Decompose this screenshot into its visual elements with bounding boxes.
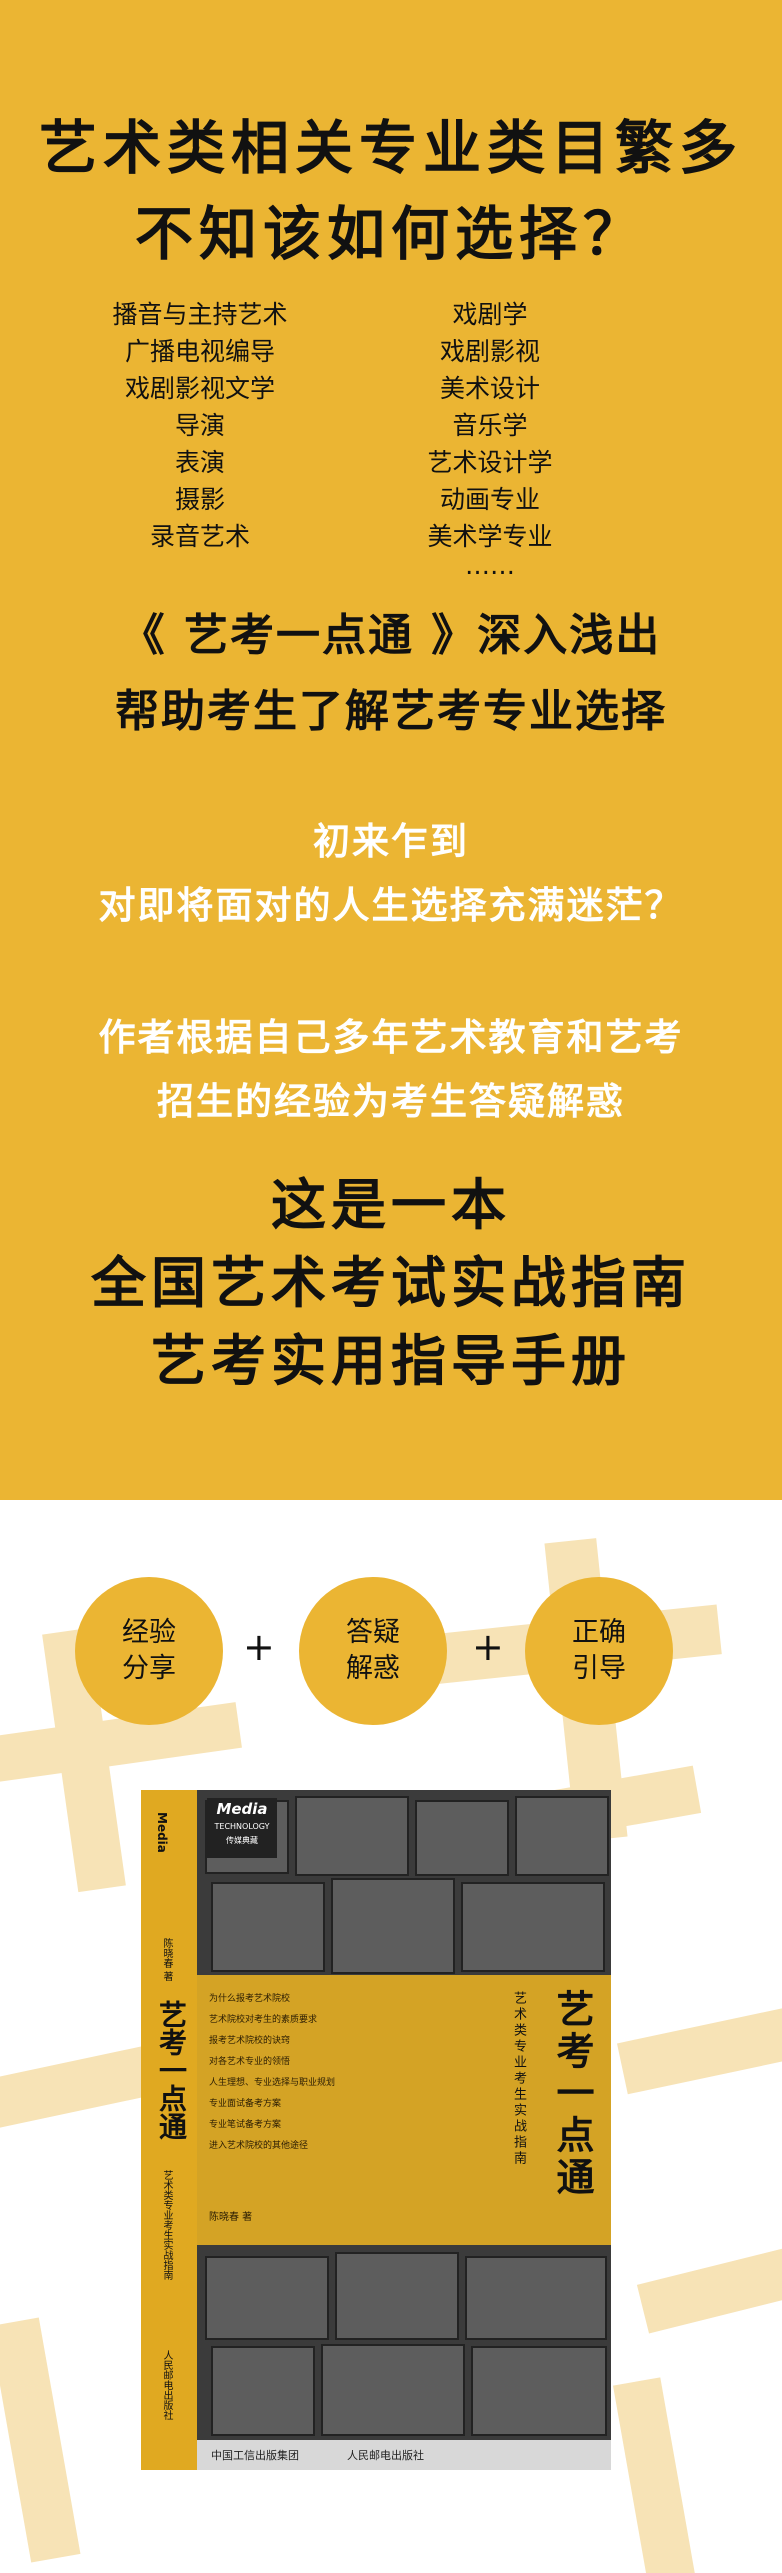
toc-item: 报考艺术院校的诀窍 [209, 2036, 291, 2046]
feature-answer-questions: 答疑 解惑 [299, 1577, 447, 1725]
toc-item: 专业笔试备考方案 [209, 2120, 282, 2130]
cover-photo [471, 2346, 607, 2436]
major-item: 动画专业 [439, 485, 540, 514]
plus-sign: + [472, 1625, 504, 1669]
cover-photo [335, 2252, 459, 2340]
intro-line2: 帮助考生了解艺考专业选择 [115, 686, 667, 737]
major-item-ellipsis: …… [465, 551, 515, 580]
closing-line2: 全国艺术考试实战指南 [90, 1251, 691, 1315]
top-banner [0, 0, 782, 1500]
cover-photo [211, 1882, 325, 1972]
headline-line1: 艺术类相关专业类目繁多 [38, 114, 743, 182]
toc-item: 对各艺术专业的领悟 [209, 2057, 291, 2067]
major-item: 艺术设计学 [427, 448, 553, 477]
cover-title-band: 为什么报考艺术院校 艺术院校对考生的素质要求 报考艺术院校的诀窍 对各艺术专业的… [197, 1975, 611, 2245]
author-note-line1: 作者根据自己多年艺术教育和艺考 [98, 1016, 684, 1059]
feature-correct-guidance: 正确 引导 [525, 1577, 673, 1725]
majors-right-column: 戏剧学 戏剧影视 美术设计 音乐学 艺术设计学 动画专业 美术学专业 …… [330, 296, 650, 580]
cover-photo [461, 1882, 605, 1972]
major-item: 音乐学 [452, 411, 528, 440]
major-item: 广播电视编导 [124, 337, 275, 366]
major-item: 表演 [174, 448, 225, 477]
major-item: 戏剧影视 [439, 337, 540, 366]
publisher-group: 中国工信出版集团 [211, 2449, 299, 2462]
major-item: 摄影 [174, 485, 225, 514]
publisher-name: 人民邮电出版社 [347, 2449, 424, 2462]
major-item: 戏剧学 [452, 300, 528, 329]
closing-line1: 这是一本 [270, 1173, 511, 1237]
book-front: Media TECHNOLOGY 传媒典藏 为什么报考艺术院校 艺术院校对考生的… [197, 1790, 611, 2470]
toc-item: 为什么报考艺术院校 [209, 1994, 291, 2004]
toc-item: 进入艺术院校的其他途径 [209, 2141, 309, 2151]
newcomer-line1: 初来乍到 [313, 820, 469, 863]
headline-line2: 不知该如何选择？ [134, 200, 647, 268]
author-note-line2: 招生的经验为考生答疑解惑 [157, 1080, 625, 1123]
major-item: 播音与主持艺术 [112, 300, 288, 329]
major-item: 美术设计 [439, 374, 540, 403]
toc-item: 人生理想、专业选择与职业规划 [209, 2078, 336, 2088]
spine-author: 陈晓春 著 [161, 1938, 172, 1982]
cover-photo [415, 1800, 509, 1876]
plus-sign: + [243, 1625, 275, 1669]
cover-photo [515, 1796, 609, 1876]
majors-left-column: 播音与主持艺术 广播电视编导 戏剧影视文学 导演 表演 摄影 录音艺术 [40, 296, 360, 555]
toc-item: 专业面试备考方案 [209, 2099, 282, 2109]
spine-publisher: 人民邮电出版社 [161, 2350, 172, 2420]
publisher-logo: Media TECHNOLOGY 传媒典藏 [207, 1798, 277, 1858]
cover-title: 艺考一点通 [550, 1989, 595, 2199]
cover-author: 陈晓春 著 [209, 2212, 253, 2223]
newcomer-line2: 对即将面对的人生选择充满迷茫？ [98, 884, 684, 927]
major-item: 戏剧影视文学 [124, 374, 275, 403]
major-item: 导演 [174, 411, 225, 440]
cover-publisher-bar: 中国工信出版集团 人民邮电出版社 [197, 2440, 611, 2470]
cover-photo [205, 2256, 329, 2340]
toc-item: 艺术院校对考生的素质要求 [209, 2015, 318, 2025]
spine-subtitle: 艺术类专业考生实战指南 [161, 2170, 172, 2280]
intro-line1: 《 艺考一点通 》深入浅出 [120, 610, 662, 661]
cover-photo [465, 2256, 607, 2340]
major-item: 美术学专业 [427, 522, 553, 551]
feature-experience-sharing: 经验 分享 [75, 1577, 223, 1725]
spine-logo: Media [155, 1812, 169, 1853]
cover-photo [331, 1878, 455, 1974]
cover-photo [321, 2344, 465, 2436]
book-spine: Media 陈晓春 著 艺考一点通 艺术类专业考生实战指南 人民邮电出版社 [141, 1790, 199, 2470]
major-item: 录音艺术 [149, 522, 250, 551]
cover-photo [211, 2346, 315, 2436]
spine-title: 艺考一点通 [155, 2000, 188, 2140]
closing-line3: 艺考实用指导手册 [150, 1329, 631, 1393]
book-cover-image: Media 陈晓春 著 艺考一点通 艺术类专业考生实战指南 人民邮电出版社 Me… [141, 1790, 611, 2470]
cover-photo [295, 1796, 409, 1876]
cover-subtitle: 艺术类专业考生实战指南 [511, 1991, 526, 2167]
